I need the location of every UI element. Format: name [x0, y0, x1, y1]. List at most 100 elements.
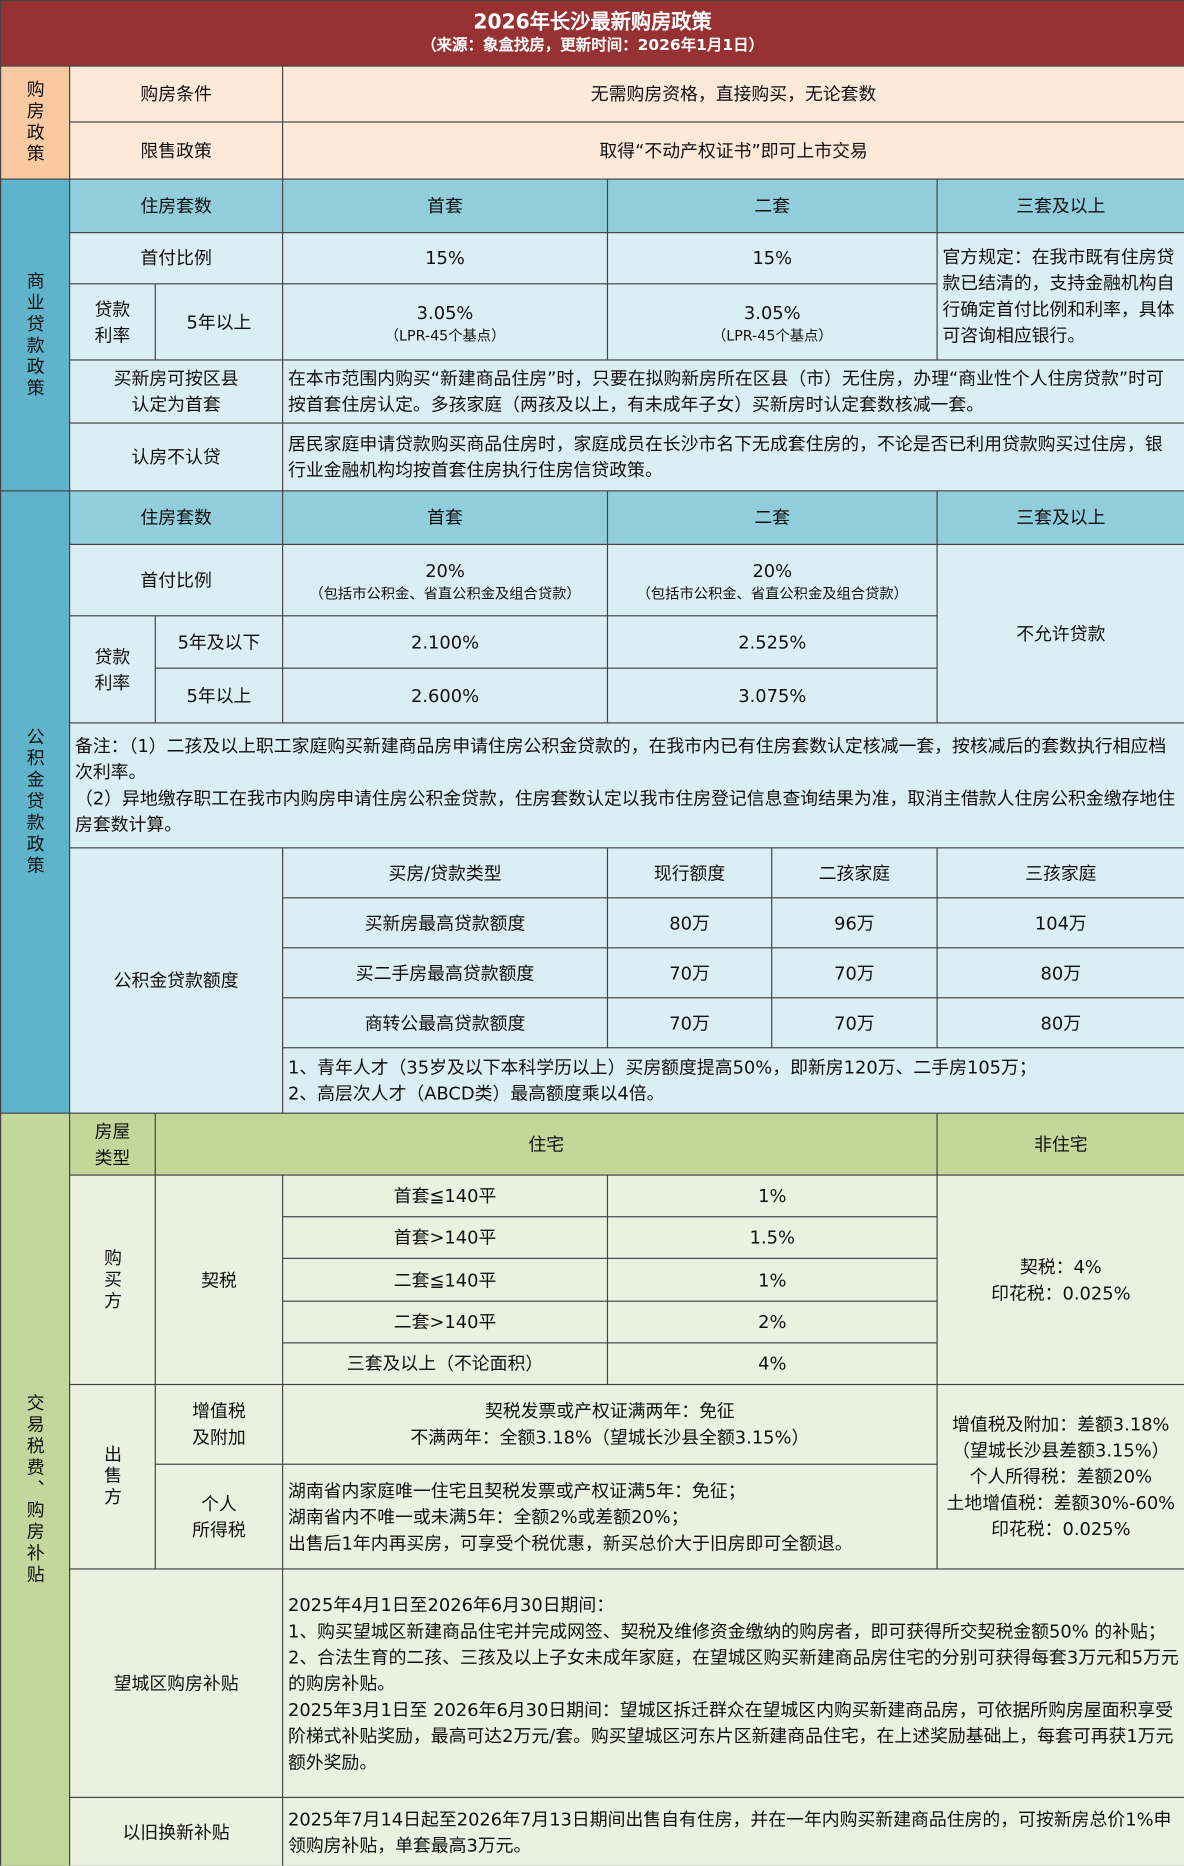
section-label: 购房政策	[1, 66, 70, 179]
text: 土地增值税：差额30%-60%	[946, 1492, 1176, 1514]
text: 二套	[754, 195, 791, 217]
text: 契税发票或产权证满两年：免征	[484, 1400, 735, 1422]
row-label: 首付比例	[70, 233, 283, 284]
text: 3.05%	[416, 301, 474, 324]
cell: 1.5%	[608, 1217, 937, 1258]
text: 2、合法生育的二孩、三孩及以上子女未成年家庭，在望城区购买新建商品房住宅的分别可…	[287, 1646, 1179, 1694]
cell: 80万	[608, 898, 772, 948]
text: 2025年3月1日至 2026年6月30日期间：望城区拆迁群众在望城区内购买新建…	[287, 1698, 1174, 1773]
section-label: 商业贷款政策	[1, 179, 70, 491]
section-label: 公积金贷款政策	[1, 491, 70, 1113]
cell: 20% （包括市公积金、省直公积金及组合贷款）	[283, 544, 607, 616]
cell: 2.100%	[283, 616, 607, 668]
text: 1、购买望城区新建商品住宅并完成网签、契税及维修资金缴纳的购房者，即可获得所交契…	[287, 1620, 1166, 1642]
text: （包括市公积金、省直公积金及组合贷款）	[636, 584, 908, 602]
row-label: 契税	[155, 1175, 283, 1384]
text: 取得“不动产权证书”即可上市交易	[599, 139, 868, 162]
cell: 3.05% （LPR-45个基点）	[608, 284, 937, 360]
row-label: 限售政策	[70, 122, 283, 179]
cell: 买二手房最高贷款额度	[283, 948, 607, 998]
row-label: 望城区购房补贴	[70, 1569, 283, 1797]
text: 买房/贷款类型	[388, 862, 502, 884]
text: 80万	[1040, 1012, 1082, 1034]
row-label: 购买方	[70, 1175, 155, 1384]
text: 80万	[669, 912, 710, 934]
text: 2025年4月1日至2026年6月30日期间：	[287, 1593, 615, 1616]
cell: 二套≦140平	[283, 1258, 607, 1301]
text: 1、青年人才（35岁及以下本科学历以上）买房额度提高50%，即新房120万、二手…	[287, 1056, 1037, 1079]
text: 住房套数	[140, 195, 212, 217]
text: 2.525%	[738, 631, 807, 653]
cell: 2025年4月1日至2026年6月30日期间： 1、购买望城区新建商品住宅并完成网…	[283, 1569, 1184, 1797]
text: 官方规定：在我市既有住房贷款已结清的，支持金融机构自行确定首付比例和利率，具体可…	[942, 246, 1175, 347]
cell: 104万	[937, 898, 1184, 948]
note: 备注：（1）二孩及以上职工家庭购买新建商品房申请住房公积金贷款的，在我市内已有住…	[70, 723, 1184, 848]
row-label: 个人 所得税	[155, 1464, 283, 1569]
text: 购房政策	[24, 79, 46, 166]
text: 印花税：0.025%	[991, 1518, 1131, 1540]
text: （LPR-45个基点）	[384, 326, 506, 344]
header-cell: 二孩家庭	[772, 848, 937, 898]
text: 限售政策	[140, 139, 212, 162]
text: 个人 所得税	[192, 1492, 246, 1541]
text: 居民家庭申请贷款购买商品住房时，家庭成员在长沙市名下无成套住房的，不论是否已利用…	[287, 433, 1163, 481]
cell: 三套及以上（不论面积）	[283, 1343, 607, 1384]
text: 出售方	[101, 1444, 124, 1509]
header-cell: 买房/贷款类型	[283, 848, 607, 898]
cell: 商转公最高贷款额度	[283, 998, 607, 1048]
cell: 70万	[772, 998, 937, 1048]
row-label: 贷款 利率	[70, 284, 155, 360]
text: 二孩家庭	[818, 862, 891, 884]
cell: 首套>140平	[283, 1217, 607, 1258]
text: 增值税及附加：差额3.18%	[952, 1413, 1170, 1436]
header-cell: 非住宅	[937, 1113, 1184, 1175]
row-label: 5年以上	[155, 284, 283, 360]
text: 买新房最高贷款额度	[364, 912, 526, 934]
text: 三套及以上	[1016, 506, 1106, 529]
text: 契税：4%	[1019, 1255, 1102, 1278]
text: 望城区购房补贴	[113, 1672, 239, 1694]
text: 住宅	[528, 1133, 565, 1155]
header-cell: 首套	[283, 491, 607, 544]
row-label: 首付比例	[70, 544, 283, 616]
text: （望城长沙县差额3.15%）	[952, 1439, 1170, 1462]
header-cell: 三孩家庭	[937, 848, 1184, 898]
text: 80万	[1040, 962, 1082, 984]
text: 2%	[758, 1311, 787, 1333]
cell: 湖南省内家庭唯一住宅且契税发票或产权证满5年：免征； 湖南省内不唯一或未满5年：全…	[283, 1464, 937, 1569]
text: 2.100%	[410, 631, 480, 653]
text: 首套	[427, 195, 463, 217]
text: 房屋 类型	[94, 1120, 131, 1168]
cell: 20% （包括市公积金、省直公积金及组合贷款）	[608, 544, 937, 616]
text: 3.075%	[738, 684, 807, 707]
cell: 契税：4% 印花税：0.025%	[937, 1175, 1184, 1384]
text: 20%	[752, 559, 793, 582]
header-cell: 二套	[608, 491, 937, 544]
text: 三套及以上	[1016, 195, 1106, 217]
text: （来源：象盒找房，更新时间：2026年1月1日）	[421, 36, 765, 55]
text: 湖南省内家庭唯一住宅且契税发票或产权证满5年：免征；	[287, 1479, 746, 1502]
header-cell: 三套及以上	[937, 179, 1184, 233]
header-cell: 二套	[608, 179, 937, 233]
cell: 2%	[608, 1301, 937, 1343]
text: 首付比例	[140, 247, 212, 269]
cell: 在本市范围内购买“新建商品住房”时，只要在拟购新房所在区县（市）无住房，办理“商…	[283, 360, 1184, 423]
text: 首付比例	[140, 569, 212, 591]
row-label: 贷款 利率	[70, 616, 155, 723]
text: 4%	[758, 1352, 787, 1375]
cell: 2025年7月14日起至2026年7月13日期间出售自有住房，并在一年内购买新建…	[283, 1798, 1184, 1866]
text: 增值税 及附加	[192, 1400, 246, 1449]
text: 不满两年：全额3.18%（望城长沙县全额3.15%）	[410, 1426, 810, 1449]
cell: 3.075%	[608, 668, 937, 723]
text: 首套>140平	[393, 1226, 497, 1249]
text: 3.05%	[743, 301, 801, 324]
text: 首套≦140平	[393, 1185, 497, 1207]
cell: 96万	[772, 898, 937, 948]
text: 公积金贷款政策	[24, 727, 46, 877]
cell: 3.05% （LPR-45个基点）	[283, 284, 607, 360]
text: 商转公最高贷款额度	[364, 1012, 526, 1034]
text: 印花税：0.025%	[991, 1282, 1131, 1304]
text: 以旧换新补贴	[122, 1821, 230, 1843]
row-label: 买新房可按区县 认定为首套	[70, 360, 283, 423]
